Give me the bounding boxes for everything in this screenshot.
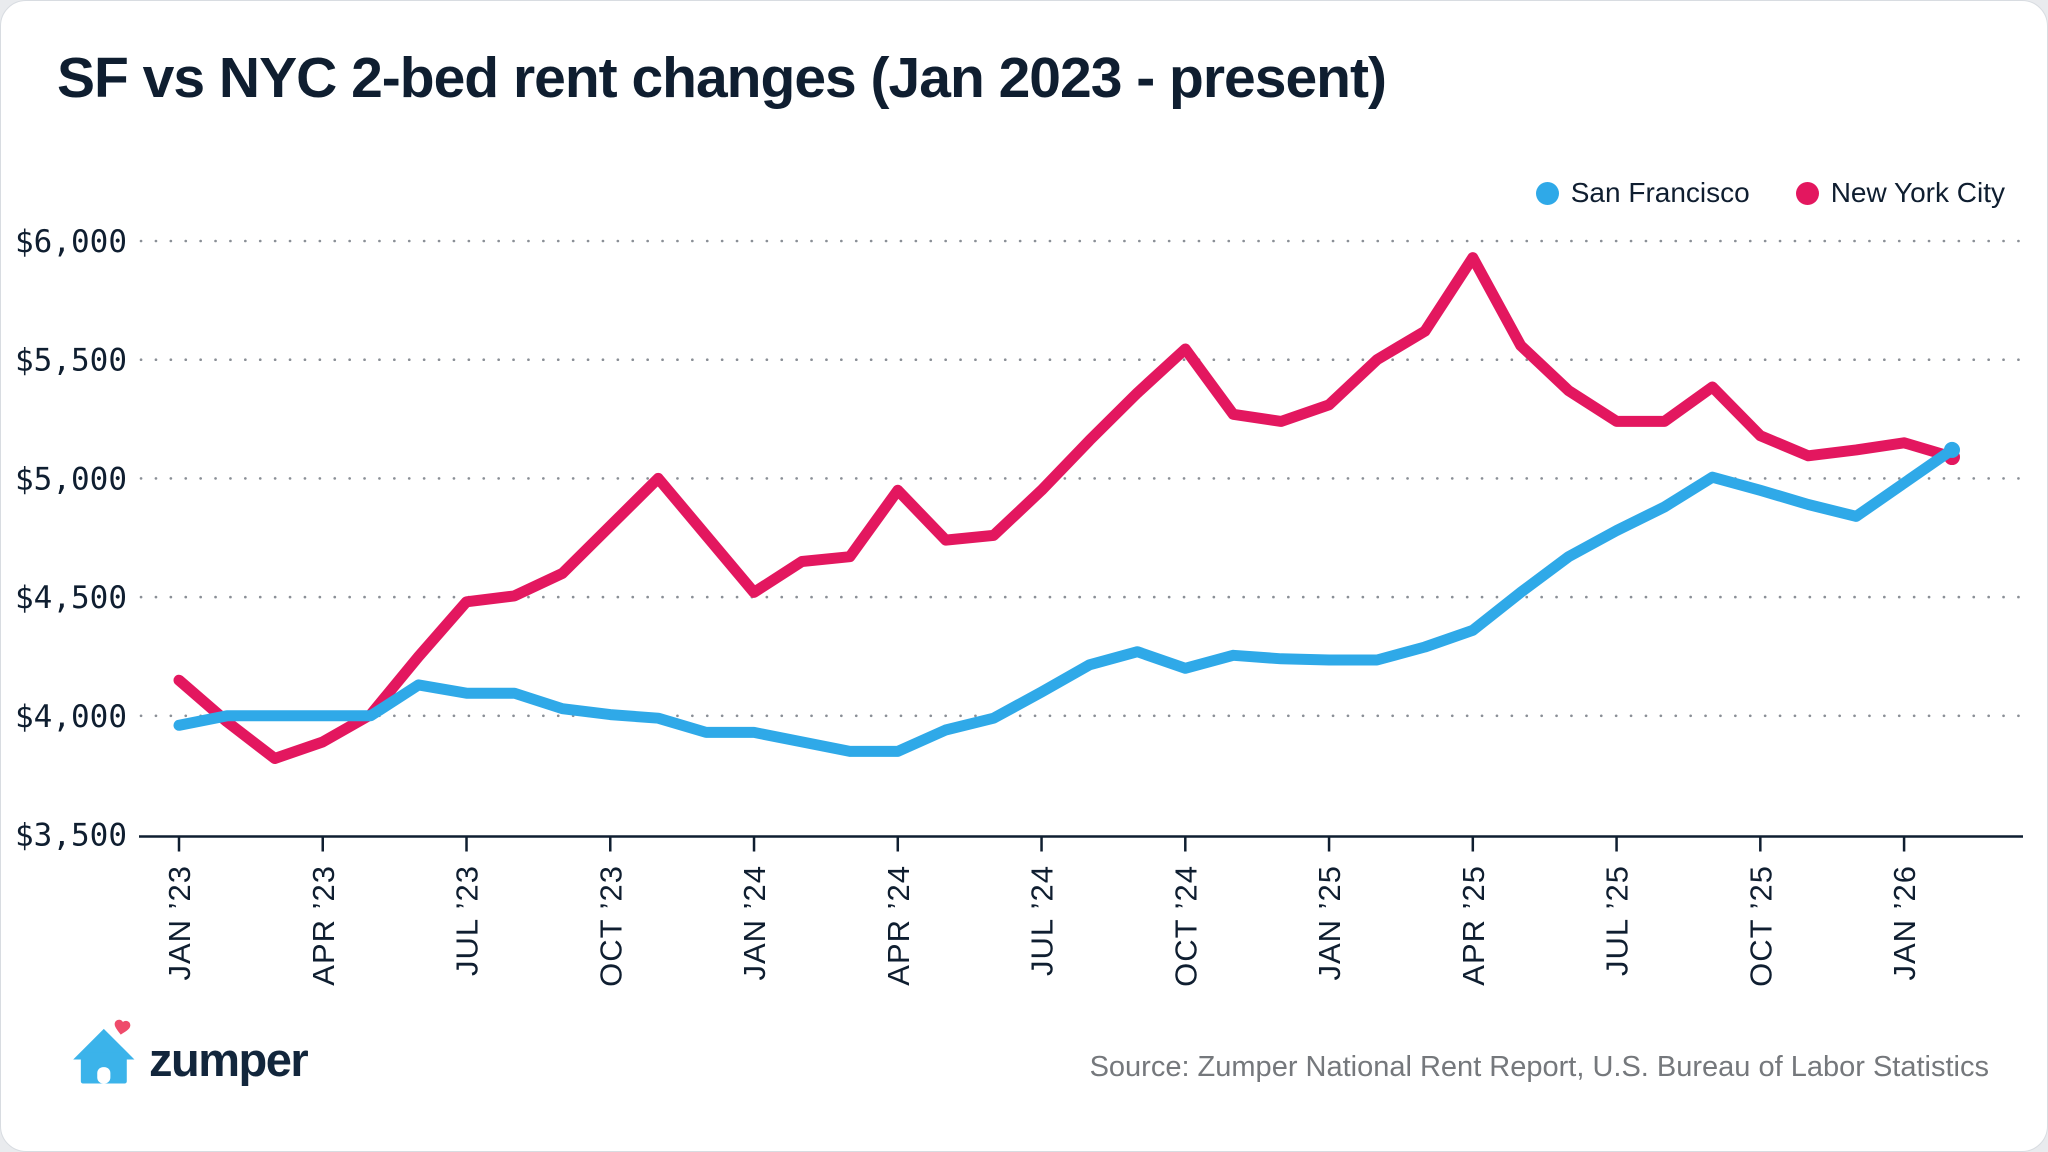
x-axis-label: APR ’25 xyxy=(1456,865,1491,986)
san-francisco-line xyxy=(173,444,1958,757)
house-roof-icon xyxy=(73,1028,135,1060)
legend-item-new-york-city: New York City xyxy=(1795,177,2005,209)
y-axis-label: $3,500 xyxy=(15,818,127,854)
new-york-city-dot-icon xyxy=(1795,181,1819,205)
legend-item-san-francisco: San Francisco xyxy=(1535,177,1750,209)
y-axis-label: $4,500 xyxy=(15,580,127,616)
x-axis-label: OCT ’24 xyxy=(1168,865,1203,987)
y-axis-label: $5,000 xyxy=(15,461,127,497)
x-axis-label: JAN ’23 xyxy=(162,865,197,981)
source-text: Source: Zumper National Rent Report, U.S… xyxy=(1089,1051,1989,1083)
x-axis-label: OCT ’25 xyxy=(1743,865,1778,987)
x-axis-label: JAN ’25 xyxy=(1312,865,1347,981)
house-door-icon xyxy=(97,1067,111,1084)
heart-icon xyxy=(114,1019,131,1035)
zumper-logo: zumper xyxy=(71,1019,309,1089)
page-title: SF vs NYC 2-bed rent changes (Jan 2023 -… xyxy=(57,46,1387,110)
x-axis-label: JUL ’25 xyxy=(1600,865,1635,976)
x-axis-label: JAN ’26 xyxy=(1887,865,1922,981)
logo-wordmark: zumper xyxy=(149,1032,309,1086)
new-york-city-line xyxy=(173,252,1958,764)
x-axis-label: APR ’24 xyxy=(881,865,916,986)
x-axis-label: OCT ’23 xyxy=(593,865,628,987)
x-axis-label: JUL ’24 xyxy=(1025,865,1060,976)
x-axis-label: JUL ’23 xyxy=(450,865,485,976)
y-axis-label: $4,000 xyxy=(15,699,127,735)
x-axis-label: APR ’23 xyxy=(306,865,341,986)
house-heart-icon xyxy=(73,1019,135,1084)
legend-label-san-francisco: San Francisco xyxy=(1570,177,1750,208)
x-axis-label: JAN ’24 xyxy=(737,865,772,981)
y-axis-label: $5,500 xyxy=(15,343,127,379)
san-francisco-end-marker xyxy=(1944,441,1960,458)
y-axis-label: $6,000 xyxy=(15,224,127,260)
legend-label-new-york-city: New York City xyxy=(1830,177,2005,208)
san-francisco-dot-icon xyxy=(1535,181,1559,205)
chart-legend: San Francisco New York City xyxy=(1535,177,2005,209)
